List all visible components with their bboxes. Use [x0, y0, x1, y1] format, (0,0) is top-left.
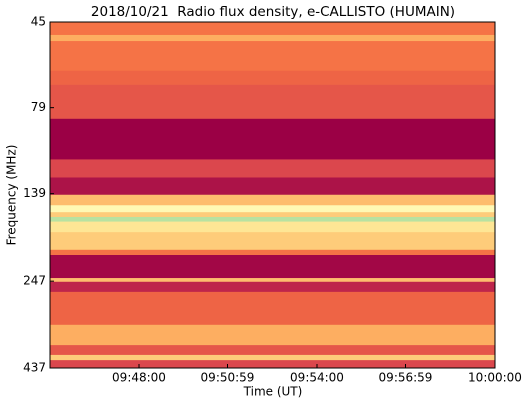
y-tick-label: 247: [23, 274, 46, 288]
heatmap-band: [50, 278, 495, 283]
y-tick-label: 79: [31, 100, 46, 114]
heatmap-band: [50, 216, 495, 223]
plot-frame: [49, 21, 496, 369]
heatmap-band: [50, 291, 495, 326]
heatmap-band: [50, 324, 495, 346]
heatmap-band: [50, 345, 495, 356]
y-tick-label: 437: [23, 361, 46, 375]
x-tick-label: 10:00:00: [468, 371, 522, 385]
heatmap-band: [50, 360, 495, 369]
y-tick-label: 139: [23, 186, 46, 200]
heatmap-band: [50, 118, 495, 160]
heatmap-band: [50, 159, 495, 178]
y-axis-label: Frequency (MHz): [5, 145, 19, 246]
x-tick-label: 09:56:59: [379, 371, 433, 385]
heatmap-band: [50, 255, 495, 279]
heatmap-band: [50, 212, 495, 218]
heatmap-band: [50, 194, 495, 206]
heatmap-band: [50, 84, 495, 120]
heatmap-band: [50, 177, 495, 196]
heatmap-band: [50, 34, 495, 42]
heatmap-band: [50, 41, 495, 72]
heatmap-band: [50, 232, 495, 251]
x-tick-label: 09:50:59: [201, 371, 255, 385]
chart-title: 2018/10/21 Radio flux density, e-CALLIST…: [91, 4, 455, 20]
x-tick-label: 09:54:00: [290, 371, 344, 385]
heatmap-band: [50, 249, 495, 256]
heatmap-band: [50, 281, 495, 293]
heatmap-band: [50, 22, 495, 36]
y-tick-label: 45: [31, 15, 46, 29]
heatmap-band: [50, 354, 495, 361]
x-tick-label: 09:48:00: [112, 371, 166, 385]
heatmap-band: [50, 205, 495, 213]
heatmap-band: [50, 70, 495, 86]
x-axis-label: Time (UT): [243, 385, 303, 399]
heatmap-band: [50, 221, 495, 233]
